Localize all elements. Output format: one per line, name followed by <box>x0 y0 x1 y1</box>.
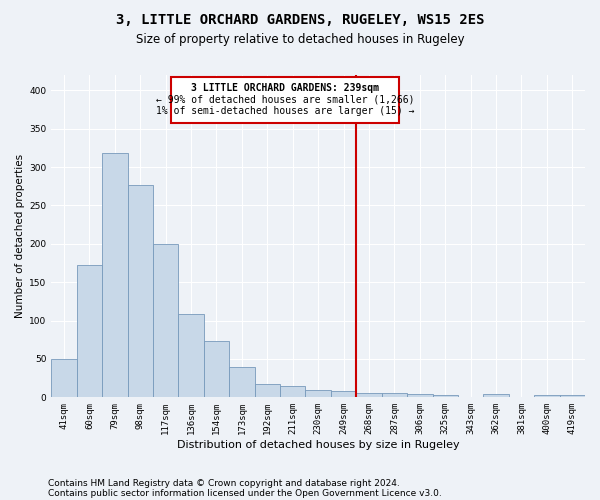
Bar <box>229 366 254 398</box>
Bar <box>204 342 229 398</box>
Bar <box>102 154 128 398</box>
Bar <box>407 394 433 398</box>
Text: 3, LITTLE ORCHARD GARDENS, RUGELEY, WS15 2ES: 3, LITTLE ORCHARD GARDENS, RUGELEY, WS15… <box>116 12 484 26</box>
Bar <box>280 386 305 398</box>
Bar <box>382 394 407 398</box>
Text: 3 LITTLE ORCHARD GARDENS: 239sqm: 3 LITTLE ORCHARD GARDENS: 239sqm <box>191 82 379 92</box>
Text: 1% of semi-detached houses are larger (15) →: 1% of semi-detached houses are larger (1… <box>156 106 415 116</box>
Bar <box>484 394 509 398</box>
Bar <box>153 244 178 398</box>
Text: Contains public sector information licensed under the Open Government Licence v3: Contains public sector information licen… <box>48 488 442 498</box>
Text: Size of property relative to detached houses in Rugeley: Size of property relative to detached ho… <box>136 32 464 46</box>
Text: Contains HM Land Registry data © Crown copyright and database right 2024.: Contains HM Land Registry data © Crown c… <box>48 478 400 488</box>
Bar <box>331 391 356 398</box>
Bar <box>305 390 331 398</box>
Text: ← 99% of detached houses are smaller (1,266): ← 99% of detached houses are smaller (1,… <box>156 95 415 105</box>
Bar <box>560 395 585 398</box>
Bar <box>178 314 204 398</box>
Bar <box>128 184 153 398</box>
Bar <box>77 266 102 398</box>
X-axis label: Distribution of detached houses by size in Rugeley: Distribution of detached houses by size … <box>177 440 460 450</box>
Bar <box>534 395 560 398</box>
Bar <box>433 395 458 398</box>
Bar <box>51 359 77 398</box>
Bar <box>254 384 280 398</box>
Bar <box>356 392 382 398</box>
FancyBboxPatch shape <box>171 76 400 122</box>
Y-axis label: Number of detached properties: Number of detached properties <box>15 154 25 318</box>
